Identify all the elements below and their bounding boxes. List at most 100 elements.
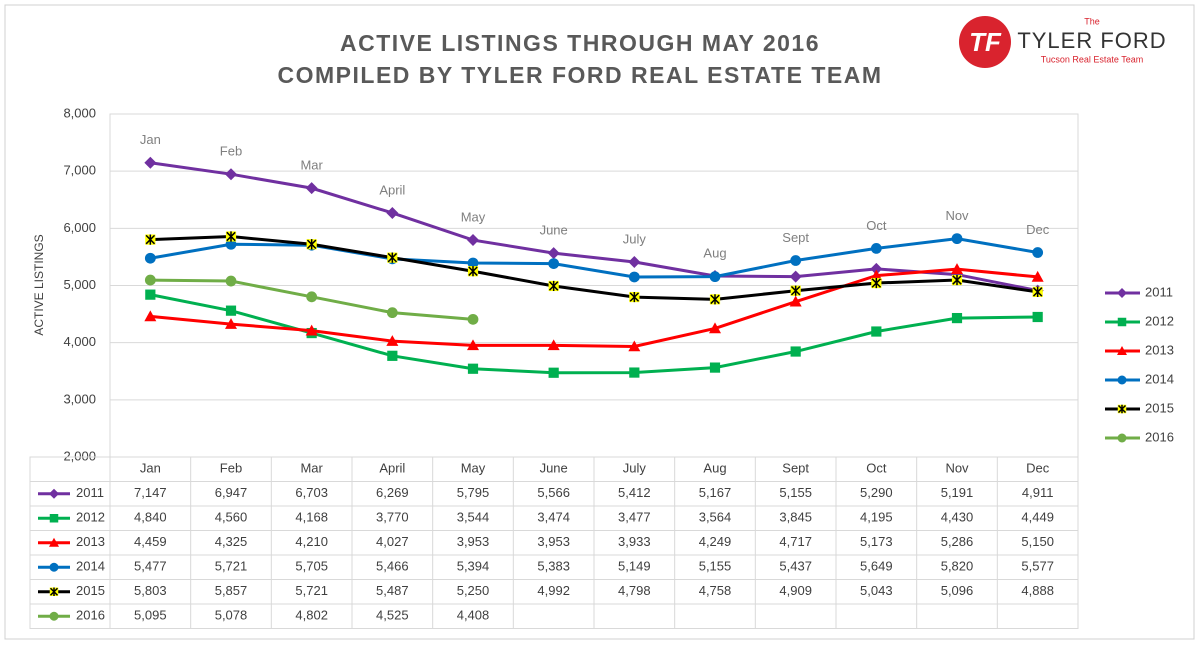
marker (225, 168, 237, 181)
chart-frame (4, 4, 1195, 640)
table-cell: 5,577 (1021, 559, 1054, 574)
marker (1032, 311, 1043, 323)
marker (709, 271, 721, 283)
table-cell: 3,845 (779, 510, 812, 525)
table-cell: 3,564 (699, 510, 732, 525)
marker-star (387, 252, 398, 263)
y-tick-label: 2,000 (63, 448, 96, 463)
marker (951, 263, 963, 274)
table-cell: 4,560 (215, 510, 248, 525)
table-cell: 5,477 (134, 559, 167, 574)
category-annotation: Aug (703, 245, 726, 260)
marker (548, 258, 560, 270)
table-cell: 5,705 (295, 559, 328, 574)
marker-star (226, 231, 236, 242)
table-cell: 6,947 (215, 485, 248, 500)
table-cell: 5,155 (699, 559, 732, 574)
table-cell: 6,269 (376, 485, 409, 500)
marker (1117, 433, 1127, 443)
legend-label: 2011 (1145, 284, 1173, 299)
marker (629, 291, 640, 303)
table-row-label: 2013 (76, 534, 105, 549)
x-tick-label: Feb (220, 461, 242, 476)
table-cell: 5,466 (376, 559, 409, 574)
y-tick-label: 7,000 (63, 163, 96, 178)
marker (49, 611, 59, 621)
table-cell: 4,717 (779, 534, 812, 549)
table-cell: 4,909 (779, 583, 812, 598)
y-tick-label: 8,000 (63, 105, 96, 120)
table-cell: 4,911 (1022, 485, 1054, 500)
series-line (150, 237, 1038, 279)
table-cell: 5,150 (1021, 534, 1054, 549)
table-cell: 5,149 (618, 559, 651, 574)
table-cell: 5,096 (941, 583, 974, 598)
table-cell: 4,249 (699, 534, 732, 549)
y-axis-label: ACTIVE LISTINGS (32, 234, 46, 335)
x-tick-label: April (379, 461, 405, 476)
marker (225, 231, 237, 242)
table-cell: 4,449 (1021, 510, 1054, 525)
marker (386, 307, 398, 319)
marker (951, 233, 963, 245)
logo-the: The (1084, 16, 1100, 26)
marker (547, 339, 560, 351)
marker-star (871, 277, 882, 289)
legend-label: 2012 (1145, 313, 1174, 328)
category-annotation: Sept (782, 230, 809, 245)
table-cell: 5,820 (941, 559, 974, 574)
table-cell: 4,210 (295, 534, 328, 549)
marker (467, 257, 479, 269)
table-cell: 5,173 (860, 534, 893, 549)
table-row-label: 2016 (76, 608, 105, 623)
table-cell: 4,840 (134, 510, 167, 525)
table-cell: 6,703 (295, 485, 328, 500)
category-annotation: June (540, 223, 568, 238)
marker (49, 537, 59, 547)
table-cell: 5,155 (779, 485, 812, 500)
category-annotation: Jan (140, 132, 161, 147)
marker (709, 322, 721, 334)
table-cell: 5,095 (134, 608, 167, 623)
marker (467, 363, 479, 374)
marker (386, 335, 399, 346)
table-cell: 5,803 (134, 583, 167, 598)
marker (548, 367, 559, 378)
marker (870, 262, 883, 275)
marker (628, 255, 641, 268)
marker (467, 313, 479, 325)
table-cell: 3,933 (618, 534, 651, 549)
category-annotation: May (461, 209, 486, 224)
table-row-label: 2014 (76, 559, 105, 574)
table-cell: 5,721 (215, 559, 248, 574)
table-row-label: 2015 (76, 583, 105, 598)
marker (1117, 288, 1127, 298)
table-cell: 4,027 (376, 534, 409, 549)
table-cell: 7,147 (134, 485, 167, 500)
category-annotation: Feb (220, 144, 242, 159)
marker (306, 291, 318, 303)
table-cell: 3,953 (537, 534, 570, 549)
marker (144, 274, 156, 286)
legend-label: 2016 (1145, 429, 1174, 444)
marker (951, 312, 963, 324)
series-line (150, 161, 1038, 293)
marker (709, 362, 721, 373)
chart-subtitle: COMPILED BY TYLER FORD REAL ESTATE TEAM (278, 62, 883, 88)
table-cell: 4,459 (134, 534, 167, 549)
table-cell: 3,477 (618, 510, 651, 525)
table-cell: 4,798 (618, 583, 651, 598)
category-annotation: Mar (300, 158, 323, 173)
marker (144, 156, 157, 169)
table-cell: 5,566 (537, 485, 570, 500)
marker (547, 247, 560, 260)
series-line (150, 267, 1038, 348)
table-cell: 4,168 (295, 510, 328, 525)
chart-title: ACTIVE LISTINGS THROUGH MAY 2016 (340, 30, 820, 56)
table-cell: 5,078 (215, 608, 248, 623)
marker (144, 252, 156, 264)
logo-name: TYLER FORD (1017, 28, 1166, 53)
table-cell: 5,286 (941, 534, 974, 549)
marker (144, 310, 157, 322)
